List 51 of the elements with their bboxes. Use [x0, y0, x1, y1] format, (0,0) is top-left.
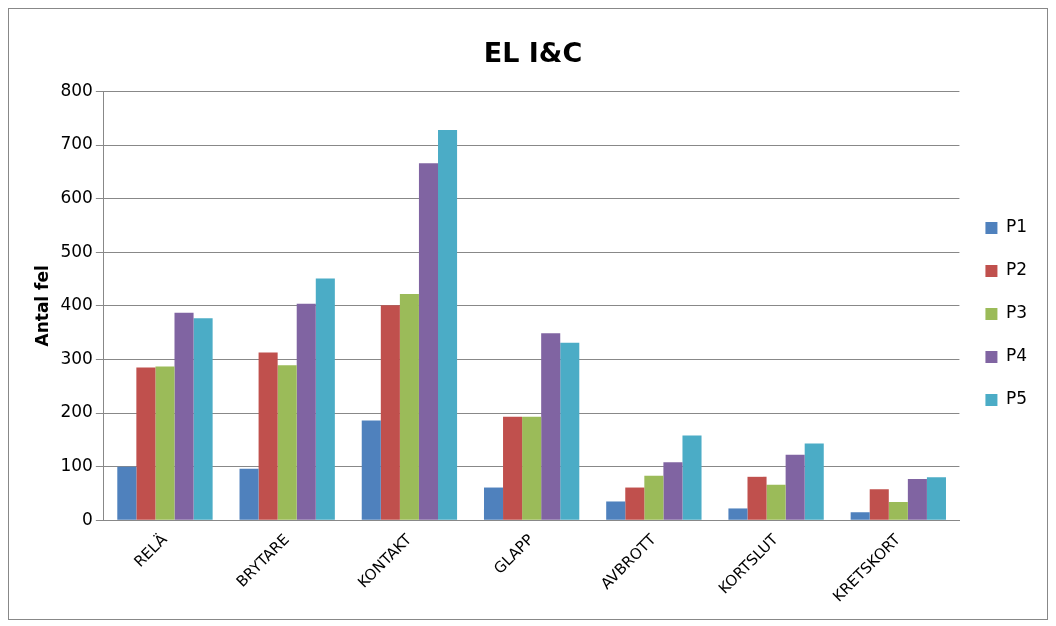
bar [888, 502, 908, 520]
bar [155, 366, 175, 520]
bar [503, 416, 523, 520]
bar [258, 352, 278, 520]
y-tick-label: 500 [60, 240, 93, 261]
bar [606, 501, 626, 520]
bar [174, 312, 194, 520]
y-tick-label: 800 [60, 79, 93, 100]
legend-label: P1 [1005, 216, 1028, 237]
bar [438, 130, 458, 520]
bar [239, 468, 259, 520]
chart-title: EL I&C [483, 37, 583, 69]
legend-label: P3 [1005, 302, 1028, 323]
bar [747, 476, 767, 520]
y-tick-label: 600 [60, 187, 93, 208]
bar [804, 443, 824, 520]
legend-label: P5 [1005, 388, 1028, 409]
bar [907, 478, 927, 520]
bar [728, 508, 748, 520]
bar [682, 435, 702, 520]
bar [136, 367, 156, 520]
bar [522, 416, 542, 520]
y-tick-label: 100 [60, 455, 93, 476]
y-tick-label: 300 [60, 347, 93, 368]
legend-label: P2 [1005, 259, 1028, 280]
bar [869, 489, 889, 520]
bar [296, 303, 316, 520]
bar [380, 305, 400, 520]
bar [399, 294, 419, 520]
bar [785, 454, 805, 520]
bar [117, 466, 137, 520]
y-tick-label: 0 [82, 508, 93, 529]
bar [483, 487, 504, 520]
bar [850, 512, 870, 520]
bar [361, 420, 381, 520]
bar [644, 475, 664, 520]
y-tick-label: 200 [60, 401, 93, 422]
bar [315, 278, 335, 520]
bar [277, 365, 297, 520]
bar [541, 333, 561, 520]
bar [663, 462, 683, 520]
bar [766, 484, 786, 520]
y-tick-label: 700 [60, 133, 93, 154]
bar [625, 487, 645, 520]
bar [418, 163, 439, 520]
legend-label: P4 [1005, 345, 1028, 366]
bar [560, 342, 580, 520]
bar [926, 477, 946, 520]
y-tick-label: 400 [60, 294, 93, 315]
bar [193, 318, 213, 520]
y-axis-title: Antal fel [31, 265, 52, 347]
